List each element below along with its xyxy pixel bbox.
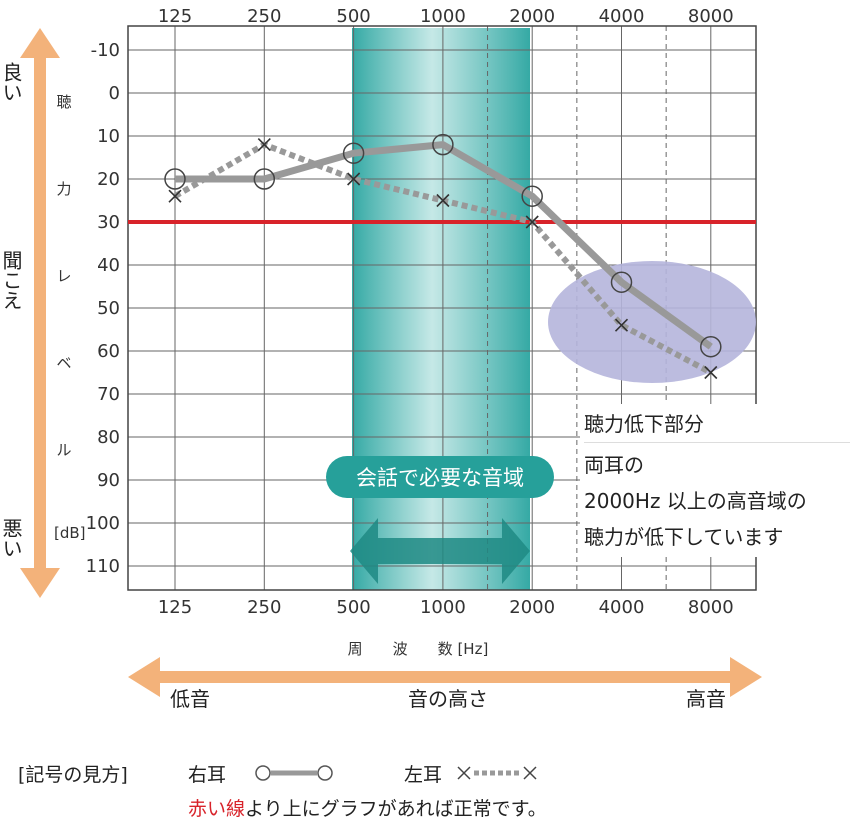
x-tick-label-bottom: 2000 bbox=[509, 597, 555, 618]
right-ear-point bbox=[342, 142, 365, 164]
bad-label: 悪い bbox=[0, 518, 23, 558]
right-ear-point bbox=[610, 271, 633, 293]
right-ear-point bbox=[253, 168, 276, 190]
hearing-label: 聞こえ bbox=[0, 250, 23, 310]
y-tick-label: 0 bbox=[109, 83, 120, 104]
high-pitch-label: 高音 bbox=[686, 687, 726, 711]
y-axis-label-char: 聴 bbox=[56, 93, 71, 111]
hearing-loss-note: 聴力低下部分 両耳の 2000Hz 以上の高音域の 聴力が低下しています bbox=[580, 404, 850, 557]
y-tick-label: 70 bbox=[97, 384, 120, 405]
legend-footer: 赤い線より上にグラフがあれば正常です。 bbox=[188, 794, 547, 821]
x-tick-label-top: 8000 bbox=[688, 6, 734, 27]
y-tick-label: 80 bbox=[97, 427, 120, 448]
quality-arrow bbox=[20, 28, 60, 598]
y-tick-label: 10 bbox=[97, 126, 120, 147]
band-label: 会話で必要な音域 bbox=[326, 456, 554, 498]
y-tick-label: 100 bbox=[86, 513, 120, 534]
conversation-band bbox=[352, 28, 530, 590]
y-tick-label: 90 bbox=[97, 470, 120, 491]
x-tick-label-top: 1000 bbox=[420, 6, 466, 27]
pitch-arrow bbox=[128, 657, 762, 697]
right-ear-point bbox=[432, 133, 454, 156]
legend-right-ear-symbol bbox=[255, 765, 333, 781]
left-ear-point bbox=[614, 318, 629, 332]
legend-title: [記号の見方] bbox=[18, 764, 128, 786]
x-tick-label-top: 250 bbox=[247, 6, 281, 27]
x-tick-label-top: 500 bbox=[336, 6, 370, 27]
y-tick-label: -10 bbox=[91, 40, 120, 61]
note-title: 聴力低下部分 bbox=[584, 406, 850, 443]
legend-left-ear-symbol bbox=[457, 766, 537, 780]
pitch-label: 音の高さ bbox=[408, 687, 488, 711]
band-range-arrow bbox=[350, 518, 530, 584]
left-ear-point bbox=[704, 365, 718, 380]
right-ear-point bbox=[521, 185, 543, 207]
x-tick-label-bottom: 8000 bbox=[688, 597, 734, 618]
y-tick-label: 20 bbox=[97, 169, 120, 190]
x-tick-label-top: 2000 bbox=[509, 6, 555, 27]
note-line-1: 両耳の bbox=[584, 453, 644, 477]
y-axis-label-char: ベ bbox=[56, 354, 71, 372]
note-line-2: 2000Hz 以上の高音域の bbox=[584, 489, 807, 513]
right-ear-line bbox=[175, 141, 713, 350]
left-ear-point bbox=[168, 189, 182, 203]
legend-left-ear-label: 左耳 bbox=[404, 764, 443, 786]
footer-text: より上にグラフがあれば正常です。 bbox=[245, 798, 547, 820]
low-pitch-label: 低音 bbox=[170, 687, 210, 711]
note-line-3: 聴力が低下しています bbox=[584, 525, 784, 549]
x-tick-label-bottom: 1000 bbox=[420, 597, 466, 618]
y-tick-label: 30 bbox=[97, 212, 120, 233]
y-axis-label-char: レ bbox=[56, 267, 71, 285]
left-ear-point bbox=[347, 172, 361, 186]
series-layer bbox=[164, 133, 722, 380]
y-tick-label: 110 bbox=[86, 556, 120, 577]
left-ear-point bbox=[525, 215, 539, 229]
x-tick-label-bottom: 125 bbox=[158, 597, 192, 618]
plot-frame bbox=[127, 25, 757, 591]
legend-right-ear-label: 右耳 bbox=[188, 764, 227, 786]
left-ear-point bbox=[257, 138, 271, 152]
good-label: 良い bbox=[0, 62, 23, 102]
right-ear-point bbox=[164, 168, 186, 190]
x-tick-label-bottom: 500 bbox=[336, 597, 370, 618]
y-axis-label-char: 力 bbox=[56, 180, 71, 198]
right-ear-point bbox=[700, 335, 722, 358]
x-tick-label-top: 4000 bbox=[599, 6, 645, 27]
x-tick-label-bottom: 250 bbox=[247, 597, 281, 618]
y-tick-label: 50 bbox=[97, 298, 120, 319]
y-unit: [dB] bbox=[54, 524, 86, 542]
hearing-loss-highlight bbox=[548, 261, 756, 383]
y-tick-label: 60 bbox=[97, 341, 120, 362]
y-axis-label-char: ル bbox=[56, 441, 71, 459]
x-tick-label-top: 125 bbox=[158, 6, 192, 27]
y-tick-label: 40 bbox=[97, 255, 120, 276]
footer-red-text: 赤い線 bbox=[188, 798, 246, 820]
x-axis-title: 周 波 数 [Hz] bbox=[348, 640, 489, 658]
x-tick-label-bottom: 4000 bbox=[599, 597, 645, 618]
left-ear-point bbox=[436, 193, 450, 208]
band-label-text: 会話で必要な音域 bbox=[356, 466, 524, 490]
